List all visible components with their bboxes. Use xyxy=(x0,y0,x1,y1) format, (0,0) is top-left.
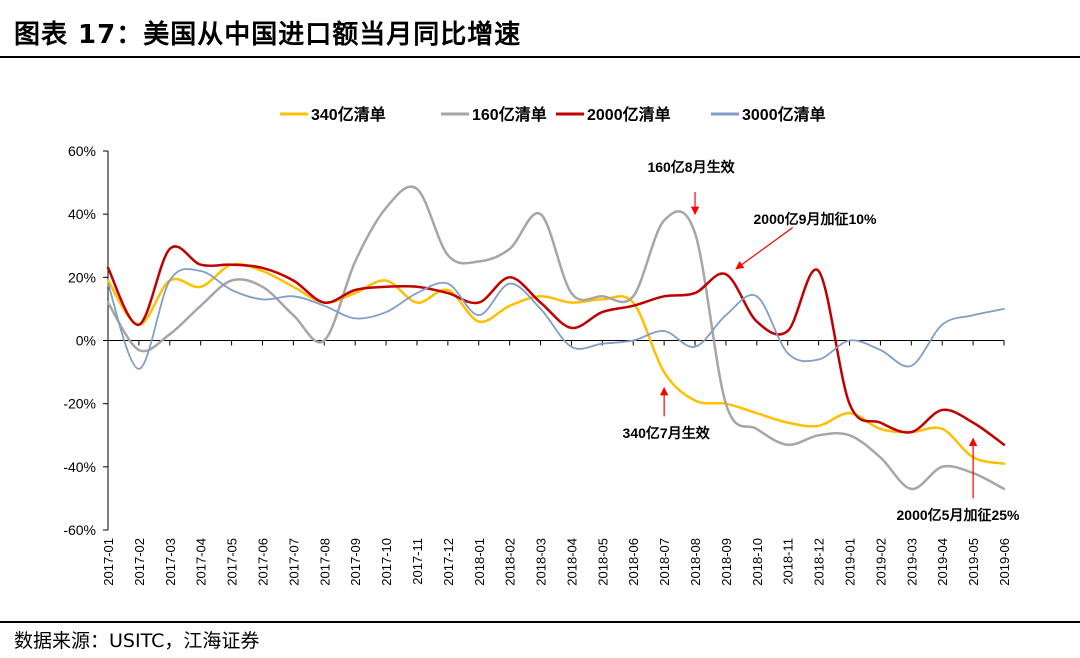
x-tick-label: 2019-03 xyxy=(904,538,919,586)
legend-label-0: 340亿清单 xyxy=(311,105,386,124)
legend-label-2: 2000亿清单 xyxy=(587,105,671,124)
x-tick-label: 2019-02 xyxy=(873,538,888,586)
x-tick-label: 2018-07 xyxy=(657,538,672,586)
annotation-label: 2000亿5月加征25% xyxy=(897,507,1021,523)
x-tick-label: 2017-01 xyxy=(101,538,116,586)
x-tick-label: 2018-10 xyxy=(750,538,765,586)
x-tick-label: 2018-12 xyxy=(812,538,827,586)
x-tick-label: 2018-04 xyxy=(564,538,579,586)
series-line-3 xyxy=(107,268,1005,370)
legend-label-1: 160亿清单 xyxy=(472,105,547,124)
x-tick-label: 2018-11 xyxy=(781,538,796,585)
x-tick-label: 2017-09 xyxy=(348,538,363,586)
x-tick-label: 2019-01 xyxy=(843,538,858,586)
legend-label-3: 3000亿清单 xyxy=(742,105,826,124)
x-tick-label: 2017-07 xyxy=(286,538,301,586)
x-tick-label: 2017-02 xyxy=(132,538,147,586)
top-rule xyxy=(0,56,1080,58)
x-tick-label: 2017-04 xyxy=(194,538,209,586)
annotation-arrow xyxy=(735,226,794,270)
x-tick-label: 2017-10 xyxy=(379,538,394,586)
y-tick-label: 40% xyxy=(68,206,96,222)
x-tick-label: 2017-06 xyxy=(255,538,270,586)
annotation-label: 2000亿9月加征10% xyxy=(754,211,878,227)
figure-title: 图表 17：美国从中国进口额当月同比增速 xyxy=(14,20,522,50)
x-tick-label: 2017-12 xyxy=(441,538,456,586)
x-tick-label: 2017-03 xyxy=(163,538,178,586)
bottom-rule xyxy=(0,621,1080,623)
x-tick-label: 2018-06 xyxy=(626,538,641,586)
x-tick-label: 2018-05 xyxy=(595,538,610,586)
series-line-0 xyxy=(106,262,1006,465)
annotation-label: 340亿7月生效 xyxy=(623,425,711,441)
source-note: 数据来源：USITC，江海证券 xyxy=(14,630,260,652)
x-tick-label: 2017-08 xyxy=(317,538,332,586)
x-tick-label: 2018-09 xyxy=(719,538,734,586)
y-tick-label: -20% xyxy=(63,396,96,412)
series-line-2 xyxy=(106,245,1006,446)
x-tick-label: 2019-04 xyxy=(935,538,950,586)
x-tick-label: 2018-03 xyxy=(534,538,549,586)
x-tick-label: 2019-06 xyxy=(997,538,1012,586)
y-tick-label: 60% xyxy=(68,143,96,159)
x-tick-label: 2017-05 xyxy=(225,538,240,586)
x-tick-label: 2017-11 xyxy=(410,538,425,585)
x-tick-label: 2018-02 xyxy=(503,538,518,586)
x-tick-label: 2019-05 xyxy=(966,538,981,586)
y-tick-label: 0% xyxy=(76,333,96,349)
x-tick-label: 2018-08 xyxy=(688,538,703,586)
x-tick-label: 2018-01 xyxy=(472,538,487,586)
y-tick-label: -60% xyxy=(63,522,96,538)
annotation-label: 160亿8月生效 xyxy=(647,159,735,175)
y-tick-label: 20% xyxy=(68,269,96,285)
y-tick-label: -40% xyxy=(63,459,96,475)
series-line-1 xyxy=(106,185,1006,491)
